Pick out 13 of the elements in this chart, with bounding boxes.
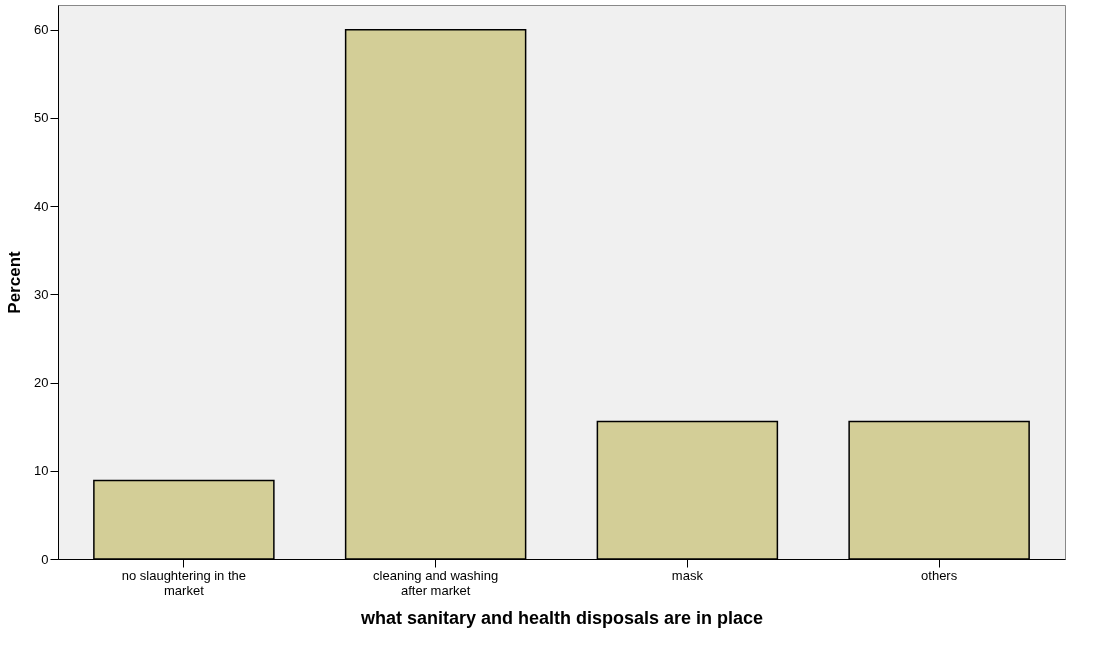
y-tick-label: 40 (34, 198, 49, 214)
y-tick-label: 10 (34, 463, 49, 479)
y-tick-label: 30 (34, 286, 49, 302)
x-tick-label: mask (671, 567, 704, 583)
x-tick-label: others (921, 567, 958, 583)
y-axis-title: Percent (5, 250, 25, 314)
y-tick-label: 20 (34, 375, 49, 391)
y-tick-label: 50 (34, 110, 49, 126)
y-tick-label: 60 (34, 22, 49, 38)
y-tick-label: 0 (41, 551, 49, 567)
x-axis-title: what sanitary and health disposals are in place (359, 607, 764, 628)
x-tick-label: no slaughtering in the market (121, 567, 247, 598)
x-tick-label: cleaning and washing after market (373, 567, 499, 598)
